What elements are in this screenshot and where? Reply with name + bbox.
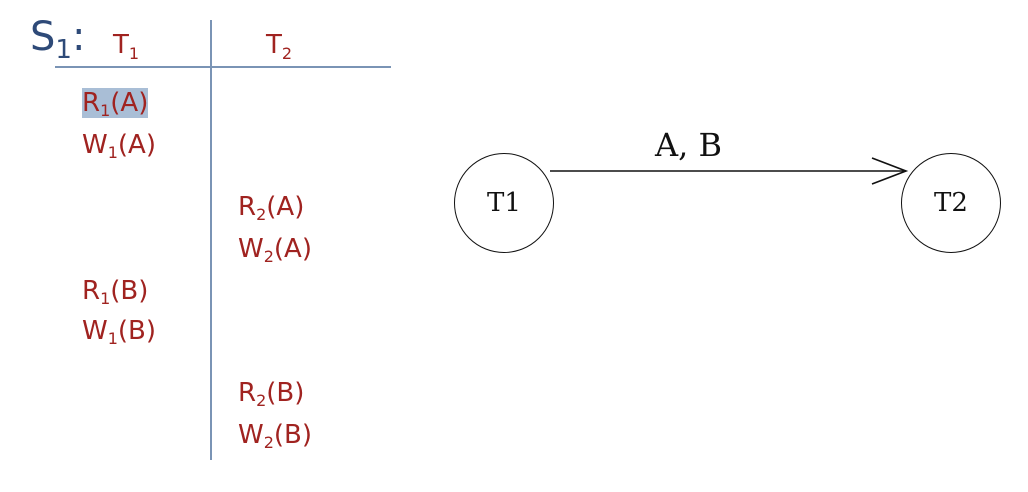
operation-w1-a: W1(A) xyxy=(82,130,156,162)
operation-r1-a: R1(A) xyxy=(82,86,149,120)
operation-r1-b: R1(B) xyxy=(82,276,149,308)
graph-node-t2: T2 xyxy=(901,153,1001,253)
schedule-title: S1: xyxy=(30,14,86,63)
column-header-t1: T1 xyxy=(113,30,140,63)
schedule-name-subscript: 1 xyxy=(55,35,72,65)
column-header-t2: T2 xyxy=(266,30,293,63)
graph-node-t1: T1 xyxy=(454,153,554,253)
operation-w2-b: W2(B) xyxy=(238,420,313,452)
operation-highlight: R1(A) xyxy=(82,88,149,120)
operation-r2-a: R2(A) xyxy=(238,192,305,224)
edge-label: A, B xyxy=(655,126,722,164)
operation-r2-b: R2(B) xyxy=(238,378,305,410)
schedule-header-rule xyxy=(55,66,391,68)
operation-w1-b: W1(B) xyxy=(82,316,157,348)
operation-w2-a: W2(A) xyxy=(238,234,312,266)
schedule-name: S xyxy=(30,14,56,60)
schedule-column-divider xyxy=(210,20,212,460)
edge-arrowhead xyxy=(871,157,909,185)
schedule-colon: : xyxy=(71,14,86,60)
graph-node-label: T1 xyxy=(487,188,521,218)
graph-node-label: T2 xyxy=(934,188,968,218)
